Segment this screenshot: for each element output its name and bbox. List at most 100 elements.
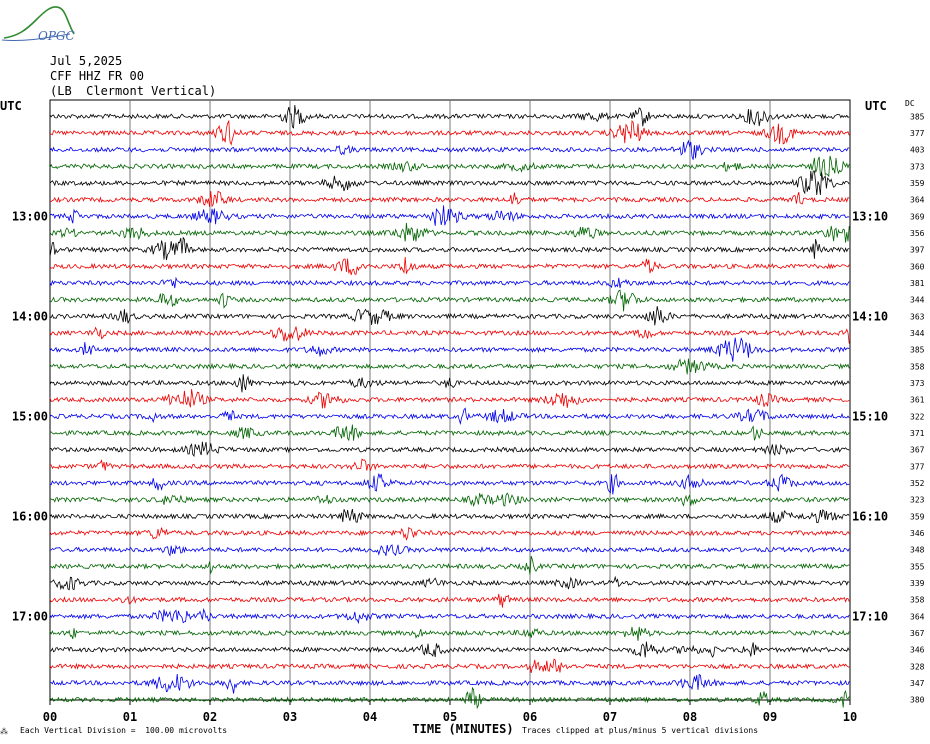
dc-offset-label: 381: [910, 279, 925, 288]
seismic-trace: [49, 441, 850, 458]
seismic-trace: [50, 673, 850, 694]
dc-offset-label: 385: [910, 112, 925, 121]
seismic-trace: [49, 526, 850, 541]
left-time-label: 13:00: [12, 209, 48, 223]
dc-offset-label: 403: [910, 146, 925, 155]
dc-offset-label: 373: [910, 379, 925, 388]
dc-offset-label: 364: [910, 196, 925, 205]
left-time-label: 16:00: [12, 509, 48, 523]
right-time-label: 15:10: [852, 409, 888, 423]
seismic-trace: [50, 544, 850, 557]
seismic-trace: [49, 306, 850, 326]
seismic-trace: [49, 170, 850, 196]
corner-mark: ⁂: [0, 727, 8, 736]
seismic-trace: [49, 374, 850, 393]
dc-offset-label: 344: [910, 329, 925, 338]
seismic-trace: [49, 326, 850, 344]
location-label: (LB Clermont Vertical): [50, 84, 217, 98]
seismic-trace: [49, 337, 850, 362]
dc-offset-label: 363: [910, 312, 925, 321]
seismic-trace: [49, 289, 850, 312]
x-tick-label: 10: [843, 710, 857, 724]
left-time-label: 14:00: [12, 309, 48, 323]
seismic-trace: [49, 155, 850, 178]
seismic-trace: [49, 389, 850, 409]
dc-offset-label: 377: [910, 129, 925, 138]
dc-offset-label: 364: [910, 612, 925, 621]
right-time-label: 16:10: [852, 509, 888, 523]
dc-offset-label: 380: [910, 696, 925, 705]
right-utc-title: UTC: [865, 99, 887, 113]
seismic-trace: [49, 641, 850, 658]
dc-offset-label: 359: [910, 512, 925, 521]
dc-offset-label: 369: [910, 212, 925, 221]
dc-offset-label: 344: [910, 296, 925, 305]
x-tick-label: 05: [443, 710, 457, 724]
dc-offset-label: 323: [910, 496, 925, 505]
seismic-trace: [49, 424, 850, 442]
station-label: CFF HHZ FR 00: [50, 69, 144, 83]
dc-offset-label: 373: [910, 162, 925, 171]
seismic-trace: [49, 139, 850, 160]
dc-offset-label: 371: [910, 429, 925, 438]
x-tick-label: 08: [683, 710, 697, 724]
dc-offset-label: 358: [910, 596, 925, 605]
seismic-trace: [49, 104, 850, 129]
dc-offset-label: 361: [910, 396, 925, 405]
x-tick-label: 09: [763, 710, 777, 724]
dc-offset-label: 360: [910, 262, 925, 271]
x-tick-label: 02: [203, 710, 217, 724]
x-tick-label: 03: [283, 710, 297, 724]
seismic-trace: [49, 492, 850, 507]
seismic-trace: [49, 119, 850, 146]
clip-note: Traces clipped at plus/minus 5 vertical …: [522, 726, 759, 735]
seismic-trace: [49, 555, 850, 575]
left-utc-title: UTC: [0, 99, 22, 113]
right-time-label: 14:10: [852, 309, 888, 323]
dc-offset-label: 322: [910, 412, 925, 421]
right-time-label: 17:10: [852, 609, 888, 623]
dc-offset-label: 355: [910, 562, 925, 571]
dc-offset-label: 385: [910, 346, 925, 355]
dc-offset-label: 347: [910, 679, 925, 688]
dc-offset-label: 346: [910, 646, 925, 655]
x-tick-label: 00: [43, 710, 57, 724]
left-time-label: 17:00: [12, 609, 48, 623]
x-tick-label: 06: [523, 710, 537, 724]
left-time-label: 15:00: [12, 409, 48, 423]
dc-offset-label: 348: [910, 546, 925, 555]
seismic-trace: [49, 205, 850, 226]
x-tick-label: 07: [603, 710, 617, 724]
seismic-trace: [49, 222, 850, 243]
seismic-trace: [49, 626, 850, 641]
dc-offset-label: 367: [910, 629, 925, 638]
dc-offset-label: 328: [910, 662, 925, 671]
dc-offset-label: 356: [910, 229, 925, 238]
dc-offset-label: 397: [910, 246, 925, 255]
seismic-trace: [49, 593, 850, 608]
seismic-trace: [49, 276, 850, 289]
dc-offset-label: 367: [910, 446, 925, 455]
seismic-trace: [49, 458, 850, 472]
x-tick-label: 01: [123, 710, 137, 724]
dc-title: DC: [905, 99, 915, 108]
seismic-trace: [49, 256, 850, 276]
dc-offset-label: 352: [910, 479, 925, 488]
logo-text: OPGC: [38, 29, 75, 43]
x-axis-label: TIME (MINUTES): [412, 722, 513, 736]
seismic-trace: [49, 508, 850, 524]
seismic-trace: [49, 407, 850, 426]
seismic-trace: [49, 236, 850, 261]
dc-offset-label: 377: [910, 462, 925, 471]
seismic-trace: [49, 190, 850, 208]
date-label: Jul 5,2025: [50, 54, 123, 68]
x-tick-label: 04: [363, 710, 377, 724]
dc-offset-label: 359: [910, 179, 925, 188]
seismic-trace: [49, 658, 850, 673]
seismic-trace: [49, 473, 850, 495]
seismic-trace: [49, 575, 850, 591]
opgc-logo: OPGC: [1, 6, 75, 43]
seismic-trace: [49, 607, 850, 625]
right-time-label: 13:10: [852, 209, 888, 223]
